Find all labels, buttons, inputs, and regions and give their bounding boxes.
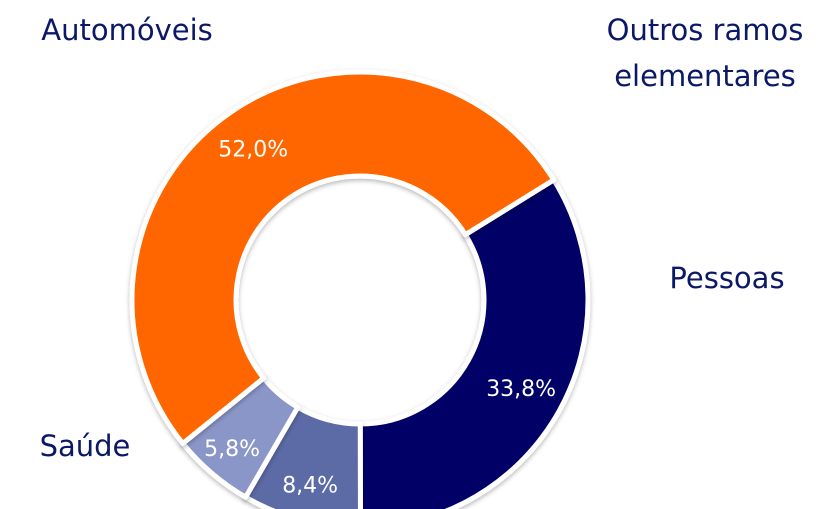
category-label-automoveis: Automóveis bbox=[41, 13, 213, 47]
category-label-pessoas: Pessoas bbox=[669, 261, 784, 295]
slice-saude bbox=[129, 69, 557, 446]
category-labels: Automóveis Outros ramos elementares Pess… bbox=[40, 13, 804, 463]
slices-layer bbox=[129, 69, 591, 509]
category-label-saude: Saúde bbox=[40, 429, 131, 463]
value-labels-layer: 33,8% 8,4% 5,8% 52,0% bbox=[204, 137, 556, 498]
category-label-outros-ramos-line1: Outros ramos bbox=[607, 13, 804, 47]
category-label-outros-ramos-line2: elementares bbox=[614, 59, 796, 93]
value-label-outros-ramos-elementares: 8,4% bbox=[282, 474, 338, 499]
value-label-pessoas: 5,8% bbox=[204, 437, 260, 462]
value-label-automoveis: 33,8% bbox=[486, 377, 556, 402]
value-label-saude: 52,0% bbox=[218, 137, 288, 162]
slice-automoveis bbox=[357, 177, 591, 509]
